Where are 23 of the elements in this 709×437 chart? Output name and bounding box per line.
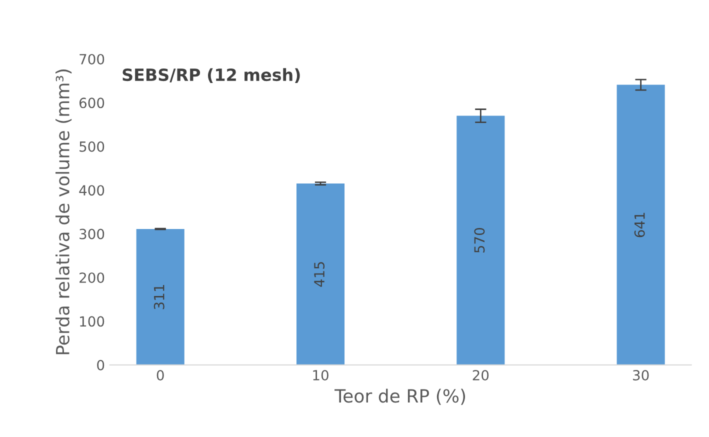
data-label: 415: [314, 262, 325, 287]
bar: [136, 228, 184, 365]
y-tick-label: 300: [80, 228, 104, 240]
y-tick-label: 700: [80, 54, 104, 64]
x-axis-title: Teor de RP (%): [334, 388, 466, 405]
x-tick-label: 30: [633, 370, 649, 381]
bar: [616, 84, 665, 365]
y-tick-label: 100: [80, 316, 104, 327]
chart-title: SEBS/RP (12 mesh): [122, 68, 300, 84]
data-label: 570: [474, 228, 485, 253]
data-label: 641: [634, 212, 645, 238]
bar: [296, 184, 345, 365]
data-label: 311: [154, 284, 164, 310]
bar: [456, 116, 505, 365]
x-tick-label: 20: [472, 370, 489, 381]
y-axis-title: Perda relativa de volume (mm³): [55, 70, 72, 354]
y-tick-label: 200: [80, 272, 104, 283]
y-tick-label: 500: [80, 141, 104, 152]
y-tick-label: 600: [79, 98, 104, 108]
y-tick-label: 400: [79, 185, 104, 196]
x-tick-label: 0: [156, 370, 164, 381]
x-tick-label: 10: [313, 370, 328, 381]
y-tick-label: 0: [97, 360, 104, 370]
